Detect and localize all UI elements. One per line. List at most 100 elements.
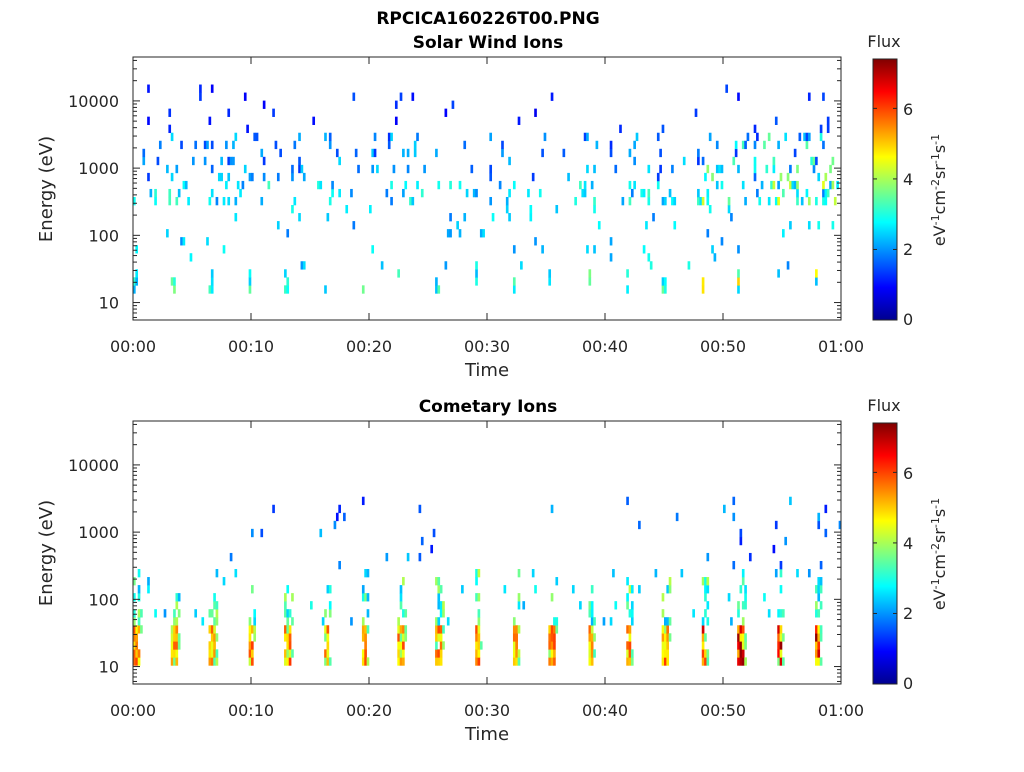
heatmap-cell: [420, 536, 424, 546]
y-tick-label-0: 10: [99, 294, 119, 313]
heatmap-cell: [512, 617, 516, 626]
heatmap-cell: [477, 617, 481, 626]
heatmap-cell: [413, 140, 417, 150]
heatmap-cell: [553, 617, 556, 626]
heatmap-cell: [461, 585, 464, 594]
heatmap-cell: [628, 609, 632, 618]
heatmap-cell: [286, 657, 290, 666]
heatmap-cell: [630, 609, 634, 618]
heatmap-cell: [774, 196, 778, 206]
heatmap-cell: [664, 657, 667, 666]
heatmap-cell: [435, 617, 438, 626]
heatmap-cell: [477, 569, 481, 578]
heatmap-cell: [284, 609, 287, 618]
heatmap-cell: [508, 188, 511, 198]
heatmap-cell: [586, 132, 589, 142]
colorbar-ticks: [873, 471, 897, 685]
heatmap-cell: [208, 649, 212, 658]
colorbar-tick-label-3: 6: [903, 100, 913, 119]
y-tick-label-0: 10: [99, 658, 119, 677]
heatmap-cell: [361, 633, 365, 642]
heatmap-cell: [593, 205, 596, 214]
heatmap-cell: [562, 148, 566, 158]
heatmap-cell: [352, 92, 356, 101]
heatmap-cell: [177, 633, 181, 642]
heatmap-cell: [472, 188, 476, 198]
colorbar-gradient: [872, 422, 898, 685]
heatmap-cell: [286, 609, 290, 618]
heatmap-cell: [647, 196, 651, 206]
heatmap-cell: [215, 601, 219, 610]
heatmap-cell: [517, 116, 521, 125]
heatmap-cell: [664, 649, 667, 658]
heatmap-cell: [373, 148, 377, 158]
heatmap-cell: [147, 84, 150, 93]
heatmap-cell: [741, 577, 745, 586]
heatmap-cell: [668, 633, 672, 642]
heatmap-cell: [784, 536, 788, 546]
heatmap-cell: [697, 196, 700, 206]
heatmap-cell: [588, 649, 592, 658]
heatmap-cell: [612, 569, 615, 578]
heatmap-cell: [392, 164, 396, 174]
heatmap-cell: [364, 625, 367, 634]
heatmap-cell: [133, 196, 136, 206]
heatmap-cell: [373, 132, 377, 142]
heatmap-cell: [331, 188, 334, 198]
heatmap-cell: [229, 156, 233, 166]
heatmap-cell: [715, 180, 719, 190]
heatmap-cell: [251, 172, 254, 182]
heatmap-cell: [364, 593, 367, 602]
heatmap-cell: [666, 617, 670, 626]
heatmap-cell: [779, 641, 783, 650]
heatmap-cell: [701, 649, 705, 658]
heatmap-cell: [553, 641, 556, 650]
heatmap-cell: [402, 609, 405, 618]
heatmap-cell: [479, 229, 483, 238]
heatmap-cell: [741, 180, 745, 190]
figure-title: RPCICA160226T00.PNG: [376, 9, 599, 29]
heatmap-cell: [477, 657, 481, 666]
heatmap-cell: [723, 504, 726, 514]
heatmap-cell: [730, 213, 733, 222]
heatmap-cell: [437, 625, 441, 634]
heatmap-cell: [630, 585, 634, 594]
heatmap-cell: [741, 140, 745, 150]
heatmap-cell: [133, 277, 136, 286]
heatmap-cell: [170, 172, 174, 182]
heatmap-cell: [579, 180, 582, 190]
heatmap-cell: [815, 633, 818, 642]
heatmap-cell: [210, 188, 214, 198]
heatmap-cell: [807, 221, 811, 230]
heatmap-cell: [512, 625, 516, 634]
heatmap-cell: [829, 164, 832, 174]
heatmap-cell: [475, 657, 478, 666]
colorbar-ticks: [873, 107, 897, 321]
heatmap-cell: [387, 140, 391, 150]
heatmap-cell: [815, 641, 818, 650]
heatmap-cell: [815, 649, 818, 658]
heatmap-cell: [168, 108, 172, 117]
heatmap-cell: [701, 657, 705, 666]
heatmap-cell: [335, 512, 339, 522]
heatmap-cell: [215, 657, 219, 666]
heatmap-cell: [666, 657, 670, 666]
heatmap-cell: [284, 657, 287, 666]
heatmap-cell: [402, 188, 405, 198]
heatmap-cell: [720, 237, 724, 246]
heatmap-cell: [479, 641, 483, 650]
heatmap-cell: [817, 172, 821, 182]
heatmap-cell: [789, 496, 792, 506]
heatmap-cell: [399, 585, 403, 594]
heatmap-cell: [661, 124, 665, 134]
colorbar-unit-label: eV-1cm-2sr-1s-1: [929, 498, 949, 610]
heatmap-cell: [217, 172, 221, 182]
heatmap-cell: [772, 180, 776, 190]
heatmap-cell: [548, 269, 552, 278]
heatmap-cell: [210, 164, 214, 174]
heatmap-cell: [328, 140, 332, 150]
heatmap-cell: [142, 156, 146, 166]
heatmap-cell: [435, 625, 438, 634]
heatmap-cell: [147, 172, 150, 182]
heatmap-cell: [170, 277, 174, 286]
